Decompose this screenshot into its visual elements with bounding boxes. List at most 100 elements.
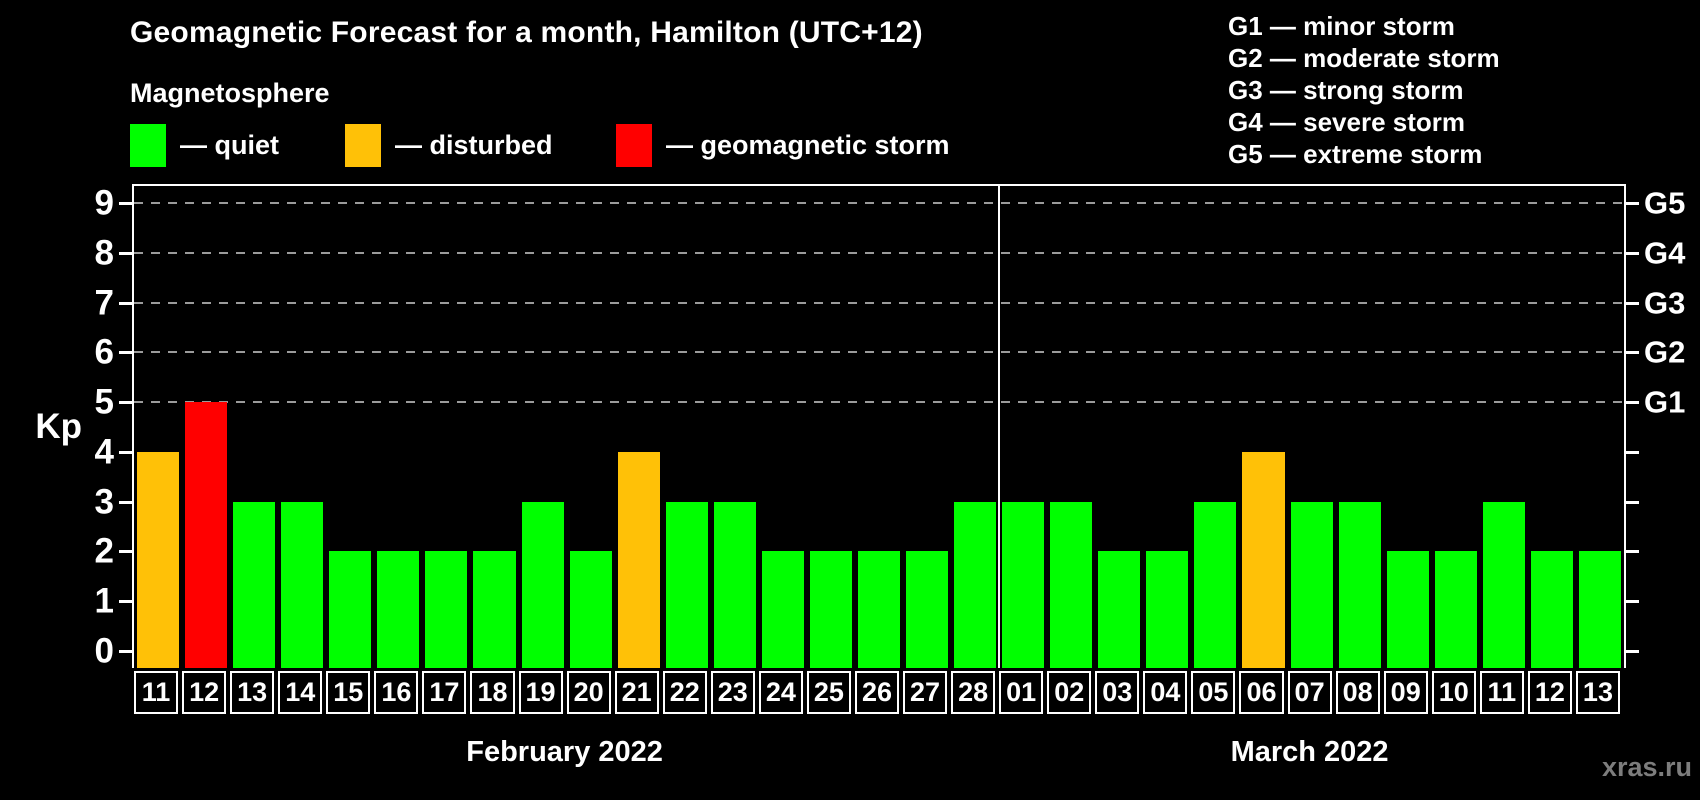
legend-item-storm: — geomagnetic storm [616,123,950,168]
date-label-21: 21 [614,671,659,714]
kp-bar-28-quiet [954,501,997,668]
y-tick-left-8 [119,252,132,256]
date-axis: 11 12 13 14 15 16 17 18 19 20 21 22 23 24 25 26 27 28 01 02… [132,671,1626,717]
date-label-28: 28 [951,671,996,714]
kp-bar-03-quiet [1098,551,1141,668]
y-tick-label-3: 3 [94,482,114,522]
disturbed-color-swatch [345,124,381,167]
kp-bar-22-quiet [665,501,708,668]
date-label-25: 25 [806,671,851,714]
storm-color-swatch [616,124,652,167]
date-label-26: 26 [854,671,900,714]
y-tick-label-5: 5 [94,382,114,422]
gridline-kp5 [134,401,1624,404]
y-tick-label-0: 0 [94,631,114,671]
y-tick-right-5 [1626,401,1639,405]
date-label-03: 03 [1095,671,1140,714]
kp-bar-18-quiet [473,551,516,668]
date-label-27: 27 [903,671,948,714]
date-label-06: 06 [1239,671,1284,714]
y-tick-right-1 [1626,599,1639,603]
kp-bar-13-quiet [233,501,276,668]
date-label-11: 11 [134,671,179,714]
date-label-22: 22 [662,671,707,714]
date-label-17: 17 [422,671,467,714]
month-label-0: February 2022 [466,736,663,768]
kp-bar-12-storm [185,402,228,668]
y-axis-title: Kp [35,407,82,446]
gridline-kp8 [134,252,1624,255]
kp-bar-26-quiet [857,551,901,668]
y-tick-label-2: 2 [94,531,114,571]
date-label-13: 13 [230,671,275,714]
date-label-12: 12 [182,671,227,714]
kp-bar-24-quiet [761,551,804,668]
y-tick-right-6 [1626,351,1639,355]
g-scale-item-g2: G2 — moderate storm [1228,43,1500,73]
y-tick-right-9 [1626,202,1639,206]
y-tick-right-8 [1626,252,1639,256]
date-label-18: 18 [470,671,515,714]
g-level-label-g2: G2 [1644,334,1686,370]
kp-bar-21-disturbed [617,451,660,668]
gridline-kp9 [134,202,1624,205]
kp-bar-27-quiet [906,551,949,668]
kp-bar-06-disturbed [1242,451,1285,668]
date-label-08: 08 [1335,671,1380,714]
y-tick-right-2 [1626,550,1639,554]
legend-label-disturbed: — disturbed [395,130,553,160]
y-tick-left-9 [119,202,132,206]
date-label-12: 12 [1527,671,1572,714]
date-label-09: 09 [1383,671,1428,714]
legend-item-disturbed: — disturbed [345,123,553,168]
kp-bar-08-quiet [1338,501,1381,668]
legend-label-quiet: — quiet [180,130,279,160]
date-label-04: 04 [1143,671,1188,714]
gridline-kp6 [134,351,1624,354]
kp-bar-19-quiet [521,501,564,668]
legend-label-storm: — geomagnetic storm [666,130,950,160]
kp-bar-05-quiet [1194,501,1237,668]
date-label-20: 20 [566,671,611,714]
y-tick-left-3 [119,500,132,504]
g-scale-item-g1: G1 — minor storm [1228,11,1455,41]
kp-bar-01-quiet [1002,501,1045,668]
y-tick-label-7: 7 [94,283,114,323]
g-level-label-g1: G1 [1644,384,1686,420]
date-label-14: 14 [278,671,323,714]
y-tick-right-0 [1626,649,1639,653]
y-tick-left-2 [119,550,132,554]
y-tick-right-7 [1626,301,1639,305]
date-label-24: 24 [758,671,803,714]
kp-bar-09-quiet [1386,551,1429,668]
date-label-05: 05 [1191,671,1236,714]
kp-bar-07-quiet [1290,501,1333,668]
g-scale-legend: G1 — minor storm G2 — moderate storm G3 … [1228,10,1500,170]
date-label-07: 07 [1287,671,1332,714]
g-level-label-g3: G3 [1644,285,1686,321]
y-tick-label-4: 4 [94,432,114,472]
y-tick-left-7 [119,301,132,305]
kp-bar-12-quiet [1530,551,1573,668]
y-tick-label-8: 8 [94,233,114,273]
kp-bar-11-disturbed [137,451,180,668]
kp-bar-23-quiet [713,501,756,668]
y-tick-left-0 [119,649,132,653]
y-tick-label-6: 6 [94,332,114,372]
date-label-02: 02 [1047,671,1092,714]
kp-bar-25-quiet [809,551,852,668]
kp-bar-20-quiet [569,551,612,668]
g-scale-item-g3: G3 — strong storm [1228,75,1464,105]
date-label-15: 15 [326,671,371,714]
kp-bar-13-quiet [1578,551,1621,668]
gridline-kp7 [134,301,1624,304]
magnetosphere-label: Magnetosphere [130,78,330,108]
g-scale-item-g5: G5 — extreme storm [1228,139,1483,169]
kp-bar-04-quiet [1146,551,1189,668]
date-label-10: 10 [1431,671,1476,714]
y-tick-label-9: 9 [94,183,114,223]
legend-item-quiet: — quiet [130,123,279,168]
chart-title: Geomagnetic Forecast for a month, Hamilt… [130,16,923,49]
y-tick-right-3 [1626,500,1639,504]
